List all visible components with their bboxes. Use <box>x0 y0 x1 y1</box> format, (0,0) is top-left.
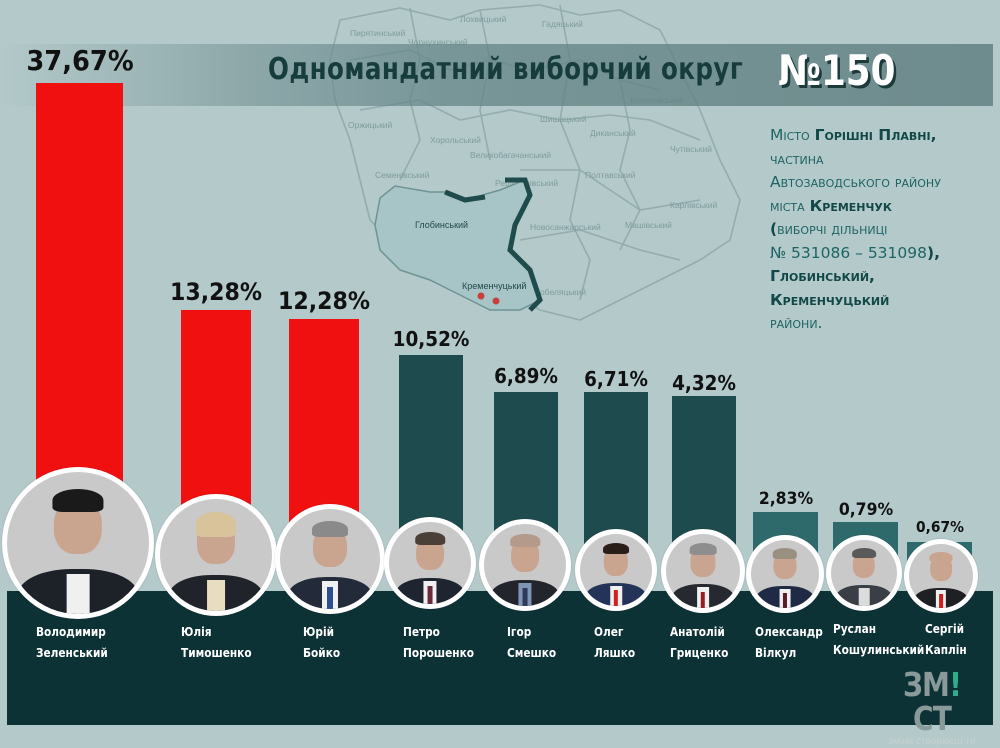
svg-text:Чутівський: Чутівський <box>670 144 712 154</box>
candidate-name: Анатолій Гриценко <box>670 622 728 664</box>
svg-text:Хорольський: Хорольський <box>430 135 481 145</box>
svg-text:Семенівський: Семенівський <box>375 170 430 180</box>
first-name: Анатолій <box>670 625 725 639</box>
candidate-photo-koshulynsky <box>826 535 902 611</box>
desc-text: райони. <box>770 314 823 332</box>
desc-text: міста <box>770 196 810 215</box>
first-name: Руслан <box>833 622 877 636</box>
last-name: Вілкул <box>755 646 797 660</box>
district-description: Місто Горішні Плавні, частина Автозаводс… <box>770 124 1000 336</box>
candidate-photo-lyashko <box>575 529 657 611</box>
candidate-name: Володимир Зеленський <box>36 622 108 664</box>
svg-text:Великобагачанський: Великобагачанський <box>470 150 551 160</box>
title-band <box>0 44 993 106</box>
candidate-photo-vilkul <box>746 535 824 613</box>
svg-text:Полтавський: Полтавський <box>585 170 636 180</box>
svg-text:Чорнухинський: Чорнухинський <box>408 37 468 47</box>
svg-text:Пирятинський: Пирятинський <box>350 28 406 38</box>
first-name: Володимир <box>36 625 106 639</box>
desc-raion: Глобинський, <box>770 267 875 285</box>
desc-text: виборчі дільниці <box>777 220 888 238</box>
first-name: Петро <box>403 625 440 639</box>
desc-paren: ), <box>927 243 940 262</box>
candidate-name: Ігор Смешко <box>507 622 556 664</box>
value-label: 4,32% <box>672 371 736 395</box>
svg-text:Оржицький: Оржицький <box>348 120 393 130</box>
first-name: Сергій <box>925 622 965 636</box>
zmist-logo: ЗМ!СТ зміни створюєш ти <box>882 668 982 748</box>
last-name: Кошулинський <box>833 643 925 657</box>
last-name: Зеленський <box>36 646 108 660</box>
candidate-photo-kaplin <box>904 539 978 613</box>
svg-text:Карлівський: Карлівський <box>670 200 718 210</box>
last-name: Смешко <box>507 646 557 660</box>
candidate-photo-hrytsenko <box>661 529 745 613</box>
last-name: Бойко <box>303 646 341 660</box>
last-name: Тимошенко <box>181 646 252 660</box>
candidate-photo-tymoshenko <box>155 494 277 616</box>
district-number: №150 <box>778 46 896 95</box>
first-name: Юрій <box>303 625 334 639</box>
desc-raion: Кременчуцький <box>770 290 890 309</box>
value-label: 0,79% <box>838 500 894 520</box>
desc-text: Автозаводського району <box>770 173 941 191</box>
desc-text: Місто <box>770 126 815 144</box>
value-label: 13,28% <box>170 278 262 306</box>
svg-text:Глобинський: Глобинський <box>415 220 468 230</box>
last-name: Гриценко <box>670 646 729 660</box>
desc-text: частина <box>770 149 824 168</box>
value-label: 6,89% <box>494 364 558 388</box>
first-name: Олег <box>594 625 624 639</box>
value-label: 10,52% <box>392 327 470 351</box>
value-label: 37,67% <box>26 44 134 77</box>
value-label: 12,28% <box>278 287 370 315</box>
candidate-photo-zelensky <box>2 467 154 619</box>
svg-text:Кобеляцький: Кобеляцький <box>535 287 586 297</box>
svg-text:Новосанжарський: Новосанжарський <box>530 222 601 232</box>
desc-city: Горішні Плавні, <box>814 126 937 144</box>
svg-text:Лохвицький: Лохвицький <box>460 14 506 24</box>
first-name: Ігор <box>507 625 532 639</box>
candidate-name: Олег Ляшко <box>594 622 635 664</box>
candidate-name: Руслан Кошулинський <box>833 619 924 661</box>
value-label: 6,71% <box>584 367 648 391</box>
last-name: Ляшко <box>594 646 636 660</box>
candidate-name: Сергій Каплін <box>925 619 967 661</box>
svg-text:Гадяцький: Гадяцький <box>542 19 583 29</box>
svg-text:Диканський: Диканський <box>590 128 636 138</box>
desc-paren: ( <box>770 220 778 238</box>
candidate-name: Юлія Тимошенко <box>181 622 252 664</box>
logo-wordmark: ЗМ!СТ <box>902 665 962 738</box>
candidate-photo-boyko <box>275 504 385 614</box>
first-name: Юлія <box>181 625 212 639</box>
last-name: Каплін <box>925 643 967 657</box>
chart-base <box>7 591 993 725</box>
svg-text:Шишацький: Шишацький <box>540 114 587 124</box>
last-name: Порошенко <box>403 646 475 660</box>
desc-city: Кременчук <box>809 196 892 215</box>
svg-text:Машівський: Машівський <box>625 220 672 230</box>
candidate-photo-poroshenko <box>384 517 476 609</box>
candidate-name: Юрій Бойко <box>303 622 340 664</box>
candidate-photo-smeshko <box>479 519 571 611</box>
candidate-name: Петро Порошенко <box>403 622 474 664</box>
value-label: 0,67% <box>916 518 964 536</box>
desc-stations: № 531086 – 531098 <box>770 243 927 262</box>
value-label: 2,83% <box>758 489 814 509</box>
first-name: Олександр <box>755 625 823 639</box>
svg-text:Кременчуцький: Кременчуцький <box>462 281 526 291</box>
candidate-name: Олександр Вілкул <box>755 622 823 664</box>
page-title: Одномандатний виборчий округ <box>268 52 744 87</box>
